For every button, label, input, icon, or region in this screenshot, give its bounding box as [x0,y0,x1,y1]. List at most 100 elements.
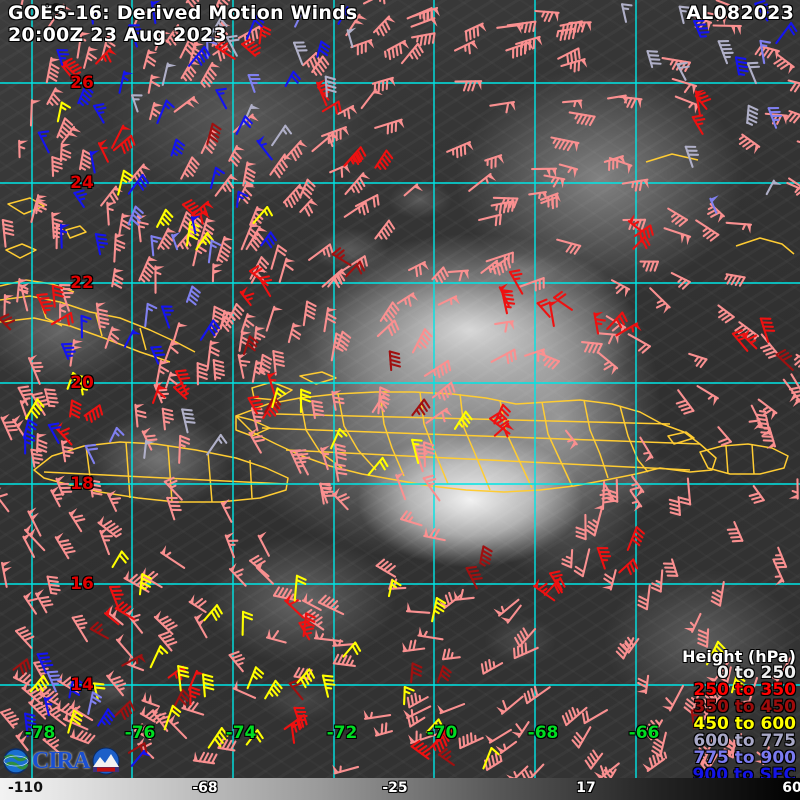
wind-barb [46,87,64,106]
satellite-imagery [0,0,800,778]
wind-barb [704,685,730,709]
wind-barb [97,515,123,538]
colorbar-tick-0: -110 [8,780,44,796]
wind-barb [0,487,10,513]
wind-barb [138,256,158,283]
wind-barb [447,269,470,282]
wind-barb [272,586,302,603]
wind-barb [337,104,358,120]
wind-barb [111,124,132,149]
wind-barb [383,39,410,61]
wind-barb [118,213,132,236]
wind-barb [130,749,152,767]
cloud-field-base [0,0,800,778]
wind-barb [506,20,537,34]
wind-barb [479,545,493,567]
page-title: GOES-16: Derived Motion Winds [8,2,358,24]
wind-barb [144,302,158,328]
wind-barb [485,728,512,744]
wind-barb [596,547,612,570]
coastline-path [285,449,691,471]
wind-barb [573,548,591,578]
wind-barb [240,222,261,251]
wind-barb [15,730,29,752]
wind-barb [374,118,405,135]
wind-barb [377,386,391,415]
wind-barb [408,730,439,745]
wind-barb [406,692,429,709]
wind-barb [629,489,643,512]
wind-barb [788,177,800,196]
wind-barb [56,101,71,123]
wind-barb [199,319,221,341]
wind-barb [759,39,771,65]
wind-barb [773,52,795,75]
wind-barb [196,362,208,386]
wind-barb [80,314,92,339]
cloud-field-cells [0,0,800,778]
wind-barb [242,161,257,187]
wind-barb [757,398,778,421]
wind-barb [232,680,257,699]
wind-barb [163,704,182,731]
wind-barb [128,24,143,48]
wind-barb [618,95,643,109]
wind-barb [400,42,424,65]
wind-barb [45,56,61,84]
wind-barb [615,322,642,337]
wind-barb [185,221,200,247]
wind-barb [311,132,340,153]
wind-barb [299,388,312,414]
wind-barb [639,436,654,463]
wind-barb [775,349,794,371]
wind-barb [269,153,293,179]
wind-barb [606,478,619,503]
wind-barb [104,326,121,349]
wind-barb [371,76,396,94]
wind-barb [422,474,441,502]
wind-barb [311,400,325,420]
wind-barb [106,670,127,697]
wind-barb [495,740,518,755]
wind-barb [206,122,222,146]
wind-barb [425,718,445,734]
wind-barb [210,0,231,20]
cira-logo-text: CIRA [32,747,90,774]
wind-barb [69,399,82,419]
wind-barb [106,201,117,226]
wind-barb [375,558,397,578]
wind-barb [246,666,265,690]
wind-barb [139,705,166,724]
wind-barb [395,472,407,501]
coastline-path [5,243,37,259]
wind-barb [19,0,24,9]
wind-barb [207,727,229,749]
wind-barb [265,305,283,332]
wind-barb [59,223,71,249]
wind-barb [190,215,201,235]
wind-barb [620,3,633,23]
wind-barb [141,692,160,708]
wind-barb [35,194,48,215]
wind-barb [629,475,645,498]
coastline-path [337,393,377,471]
wind-barb [327,271,346,289]
wind-barb [406,7,434,23]
wind-barb [561,99,583,110]
coastline-path [7,197,45,215]
wind-barb [330,428,348,450]
wind-barb [561,548,574,569]
wind-barb [88,479,103,498]
wind-barb [693,19,710,38]
wind-barb [203,604,223,622]
wind-barb [90,5,101,25]
wind-barb [172,381,190,400]
wind-barb [754,45,780,60]
wind-barb [31,392,50,416]
wind-barb [166,24,186,46]
wind-barb [344,172,371,196]
wind-barb [760,426,777,449]
wind-barb [299,178,316,199]
wind-barb [154,265,165,294]
wind-barb [431,381,456,401]
